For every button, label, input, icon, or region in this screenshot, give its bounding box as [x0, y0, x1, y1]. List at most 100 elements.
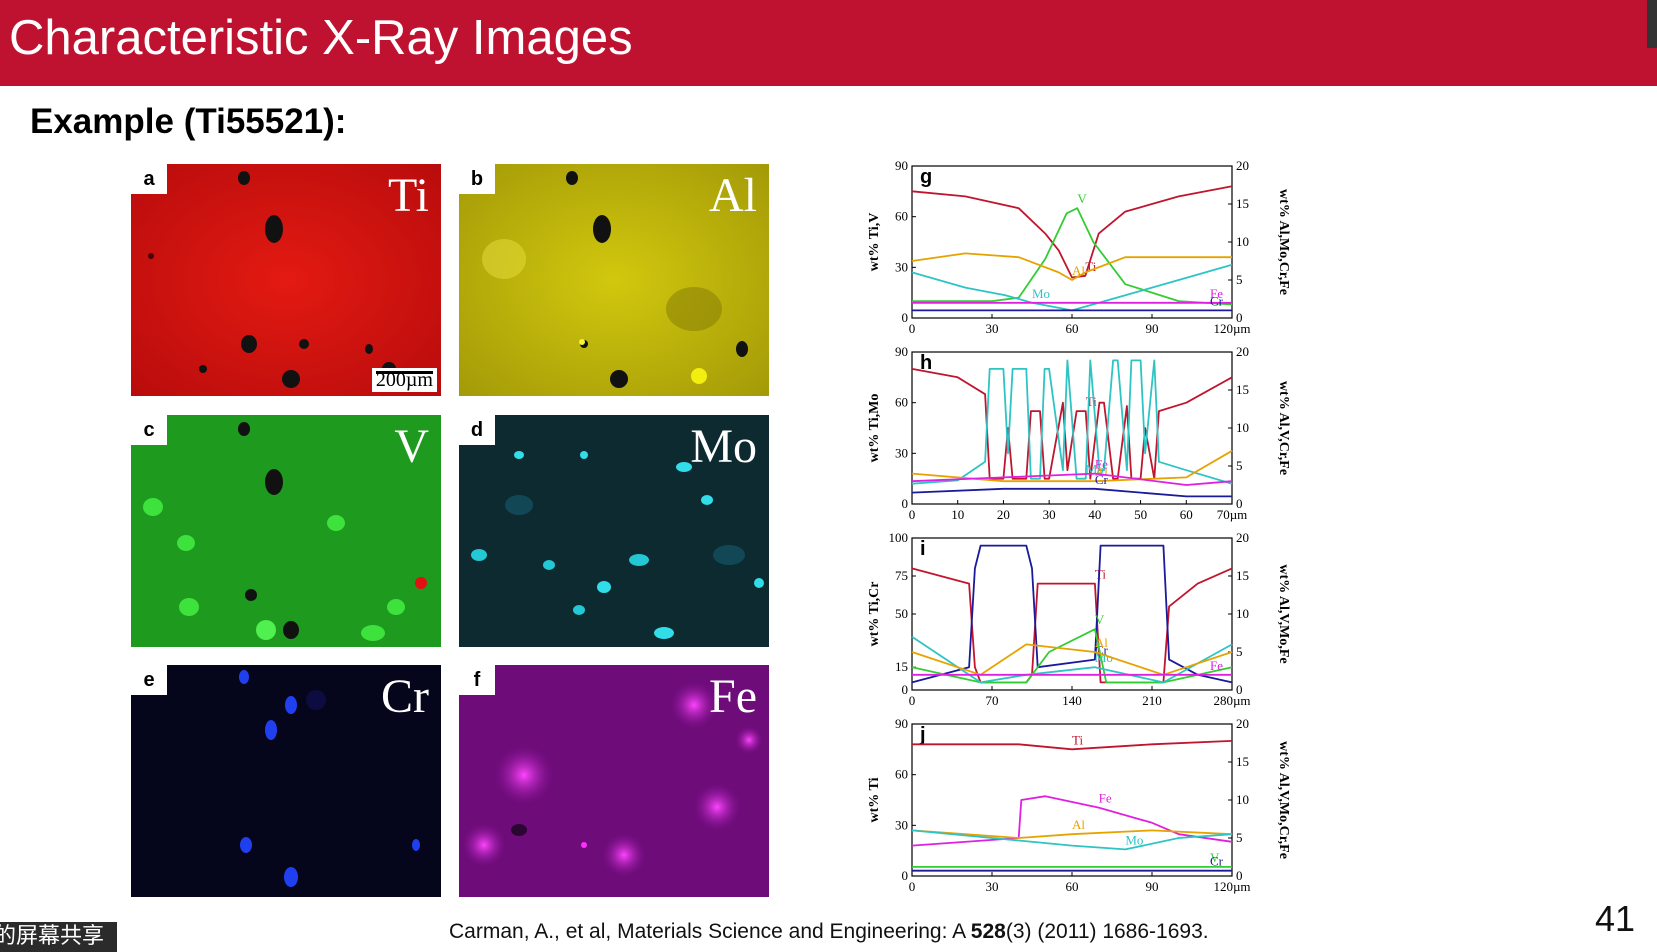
series-line-al [911, 829, 1233, 839]
y2-tick-label: 5 [1236, 830, 1243, 845]
map-panel-f: f Fe [459, 665, 769, 897]
y-tick-label: 90 [895, 158, 908, 173]
x-tick-label: 10 [951, 507, 964, 522]
element-label: Al [709, 169, 757, 222]
y-axis-label: wt% Ti [867, 777, 882, 822]
series-label-ti: Ti [1095, 567, 1106, 582]
y2-tick-label: 5 [1236, 458, 1243, 473]
element-label: Mo [690, 420, 757, 473]
x-tick-label: 30 [1043, 507, 1056, 522]
element-label: V [394, 420, 429, 473]
y-tick-label: 90 [895, 344, 908, 359]
y2-axis-label: wt% Al,V,Mo,Fe [1276, 564, 1291, 663]
element-label: Ti [388, 169, 429, 222]
series-label-ti: Ti [1086, 394, 1097, 409]
slide-subtitle: Example (Ti55521): [30, 102, 347, 141]
y-tick-label: 30 [895, 817, 908, 832]
al-map-image [459, 164, 769, 396]
x-tick-label: 0 [909, 507, 916, 522]
x-tick-label: 30 [986, 879, 999, 894]
y2-axis-label: wt% Al,V,Cr,Fe [1276, 381, 1291, 475]
series-line-cr [911, 487, 1232, 498]
panel-letter: a [131, 164, 167, 194]
series-line-fe [911, 472, 1233, 486]
series-line-ti [911, 368, 1233, 480]
citation: Carman, A., et al, Materials Science and… [449, 920, 1209, 944]
x-tick-label: 60 [1066, 321, 1079, 336]
x-tick-label: 90 [1146, 321, 1159, 336]
map-panel-d: d Mo [459, 415, 769, 647]
series-line-al [911, 643, 1233, 676]
series-label-ti: Ti [1085, 259, 1096, 274]
citation-issue: (3) (2011) 1686-1693. [1005, 920, 1209, 943]
y-tick-label: 100 [889, 530, 909, 545]
y2-tick-label: 10 [1236, 792, 1249, 807]
y2-tick-label: 0 [1236, 682, 1243, 697]
series-label-cr: Cr [1210, 854, 1224, 869]
mo-map-image [459, 415, 769, 647]
ti-map-image [131, 164, 441, 396]
y2-axis-label: wt% Al,V,Mo,Cr,Fe [1276, 741, 1291, 859]
y2-tick-label: 10 [1236, 234, 1249, 249]
series-label-fe: Fe [1095, 457, 1108, 472]
series-label-al: Al [1072, 817, 1085, 832]
series-line-ti [911, 185, 1233, 279]
y-tick-label: 90 [895, 716, 908, 731]
panel-letter: f [459, 665, 495, 695]
series-line-al [911, 450, 1233, 483]
map-panel-a: a Ti 200µm [131, 164, 441, 396]
x-tick-label: 210 [1142, 693, 1162, 708]
y-axis-label: wt% Ti,Mo [867, 394, 882, 463]
x-tick-label: 280µm [1213, 693, 1250, 708]
y2-tick-label: 20 [1236, 530, 1249, 545]
y-tick-label: 50 [895, 606, 908, 621]
series-line-cr [911, 544, 1233, 684]
screen-share-tab[interactable]: 的屏幕共享 [0, 922, 117, 952]
fe-map-image [459, 665, 769, 897]
element-label: Fe [709, 670, 757, 723]
y-tick-label: 60 [895, 767, 908, 782]
x-tick-label: 0 [909, 321, 916, 336]
x-tick-label: 60 [1180, 507, 1193, 522]
series-label-cr: Cr [1095, 472, 1109, 487]
x-tick-label: 140 [1062, 693, 1082, 708]
series-label-al: Al [1095, 635, 1108, 650]
panel-label: i [920, 538, 926, 560]
panel-label: h [920, 352, 932, 374]
cr-map-image [131, 665, 441, 897]
plot-frame [911, 165, 1233, 319]
series-label-cr: Cr [1210, 293, 1224, 308]
y-tick-label: 60 [895, 209, 908, 224]
series-line-mo [911, 829, 1233, 851]
series-line-ti [911, 567, 1233, 684]
y2-tick-label: 10 [1236, 420, 1249, 435]
x-tick-label: 40 [1088, 507, 1101, 522]
series-label-v: V [1095, 612, 1105, 627]
series-line-v [911, 628, 1233, 684]
map-panel-c: c V [131, 415, 441, 647]
panel-label: g [920, 166, 932, 188]
y-tick-label: 60 [895, 395, 908, 410]
y2-tick-label: 0 [1236, 868, 1243, 883]
panel-label: j [919, 724, 926, 746]
series-label-fe: Fe [1210, 286, 1223, 301]
y2-tick-label: 20 [1236, 716, 1249, 731]
citation-volume: 528 [970, 920, 1006, 943]
series-line-ti [912, 740, 1233, 751]
page-number: 41 [1594, 898, 1635, 939]
x-tick-label: 50 [1134, 507, 1147, 522]
y-tick-label: 15 [895, 659, 908, 674]
y2-tick-label: 10 [1236, 606, 1249, 621]
series-label-ti: Ti [1072, 732, 1083, 747]
y-tick-label: 75 [895, 568, 908, 583]
y-tick-label: 0 [902, 310, 909, 325]
panel-letter: c [131, 415, 167, 445]
x-tick-label: 0 [909, 879, 916, 894]
element-label: Cr [381, 670, 429, 723]
y2-tick-label: 0 [1236, 310, 1243, 325]
series-label-v: V [1210, 850, 1220, 865]
